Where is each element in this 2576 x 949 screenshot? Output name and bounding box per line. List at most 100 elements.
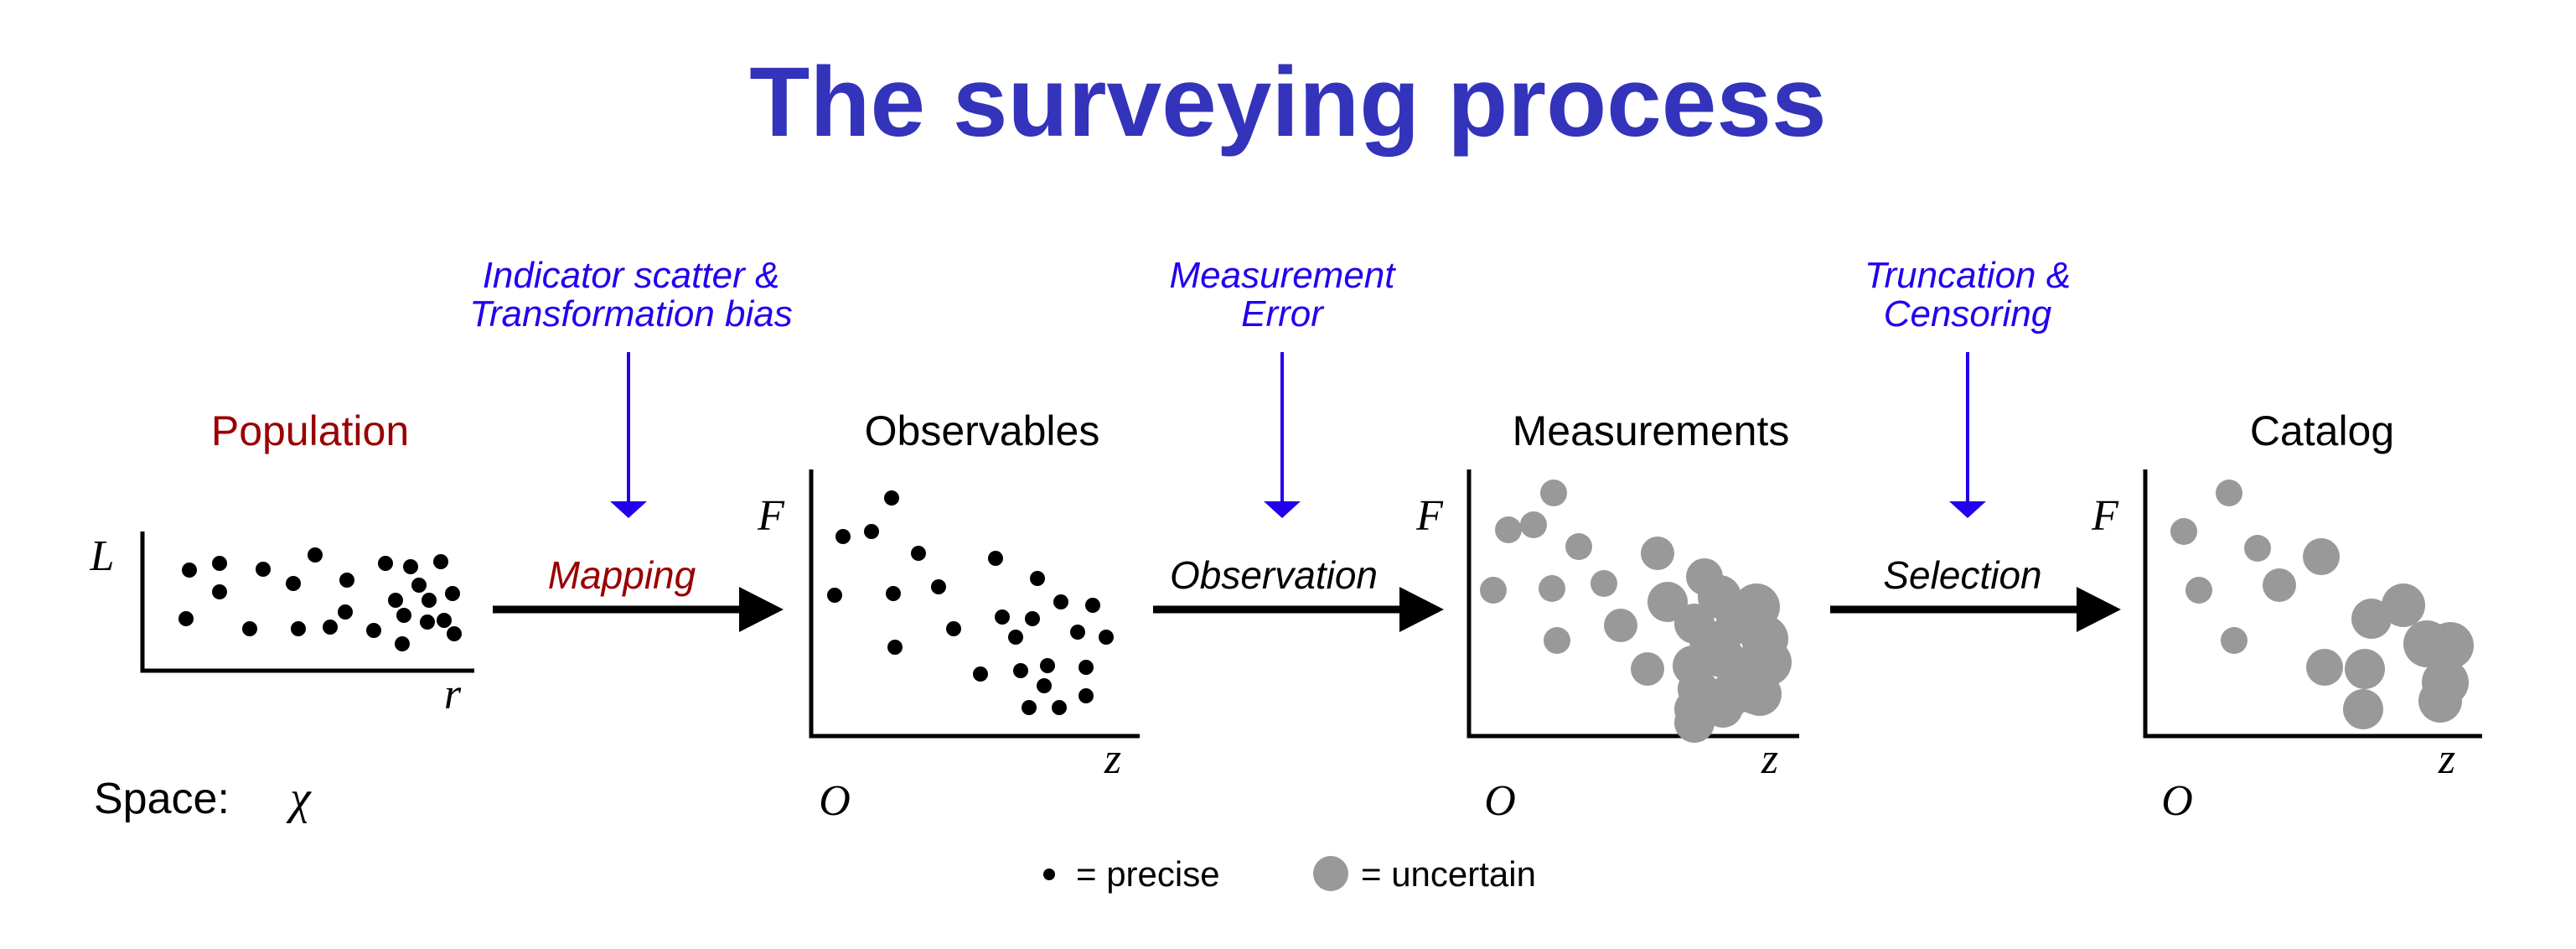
scatter-point bbox=[420, 615, 435, 630]
scatter-point bbox=[835, 529, 851, 544]
scatter-point bbox=[1099, 630, 1114, 645]
axis-label-r: r bbox=[444, 671, 462, 718]
axis-label-F: F bbox=[1415, 492, 1444, 540]
process-label-selection: Selection bbox=[1883, 553, 2041, 597]
scatter-point bbox=[422, 593, 437, 608]
scatter-point bbox=[1674, 703, 1715, 743]
catalog-axes bbox=[2143, 469, 2482, 739]
scatter-point bbox=[1070, 625, 1085, 640]
scatter-point bbox=[887, 640, 903, 655]
arrow-down-icon-head bbox=[1264, 501, 1301, 518]
annotation-truncation-censoring: Truncation & Censoring bbox=[1865, 255, 2071, 334]
panel-title-measurements: Measurements bbox=[1513, 407, 1790, 454]
axis-label-O: O bbox=[819, 777, 851, 825]
catalog-panel: F z O bbox=[2091, 469, 2482, 825]
scatter-point bbox=[1604, 609, 1637, 642]
scatter-point bbox=[1495, 516, 1522, 543]
scatter-point bbox=[291, 621, 306, 636]
scatter-point bbox=[212, 556, 227, 571]
scatter-point bbox=[1520, 511, 1547, 538]
scatter-point bbox=[2345, 649, 2385, 689]
scatter-point bbox=[433, 554, 448, 569]
scatter-point bbox=[1540, 480, 1567, 506]
selection-step: Selection bbox=[1830, 553, 2121, 632]
scatter-point bbox=[973, 666, 988, 682]
scatter-point bbox=[256, 562, 271, 577]
axis-label-z: z bbox=[1761, 735, 1778, 783]
observation-step: Observation bbox=[1153, 553, 1444, 632]
scatter-point bbox=[946, 621, 961, 636]
scatter-point bbox=[242, 621, 257, 636]
scatter-point bbox=[1079, 688, 1094, 703]
scatter-point bbox=[1648, 582, 1688, 622]
scatter-point bbox=[366, 623, 381, 638]
scatter-point bbox=[437, 613, 452, 628]
legend-precise-label: = precise bbox=[1076, 854, 1220, 894]
annotation-measurement-error: Measurement Error bbox=[1169, 255, 1396, 334]
scatter-point bbox=[1085, 598, 1100, 613]
measurements-panel: F z O bbox=[1415, 469, 1799, 825]
scatter-point bbox=[2343, 689, 2383, 729]
population-axes bbox=[140, 532, 474, 673]
scatter-point bbox=[323, 620, 338, 635]
scatter-point bbox=[995, 609, 1010, 625]
scatter-point bbox=[864, 524, 879, 539]
space-label: Space: χ bbox=[94, 772, 312, 824]
arrow-right-icon-head bbox=[739, 587, 784, 632]
space-symbol: χ bbox=[286, 772, 312, 824]
page-title: The surveying process bbox=[749, 47, 1826, 158]
scatter-point bbox=[827, 588, 842, 603]
arrow-down-icon-head bbox=[610, 501, 647, 518]
scatter-point bbox=[2221, 627, 2248, 654]
scatter-point bbox=[2427, 622, 2474, 669]
axis-label-F: F bbox=[2091, 492, 2119, 540]
scatter-point bbox=[988, 551, 1003, 566]
scatter-point bbox=[884, 490, 899, 506]
scatter-point bbox=[447, 626, 462, 641]
observables-axes bbox=[809, 469, 1140, 739]
scatter-point bbox=[931, 579, 946, 594]
scatter-point bbox=[411, 578, 427, 593]
scatter-point bbox=[378, 556, 393, 571]
scatter-point bbox=[1053, 594, 1068, 609]
scatter-point bbox=[403, 559, 418, 574]
measurements-points bbox=[1480, 480, 1792, 743]
axis-label-O: O bbox=[1484, 777, 1516, 825]
scatter-point bbox=[1040, 658, 1055, 673]
scatter-point bbox=[1013, 663, 1028, 678]
population-points bbox=[178, 547, 462, 651]
catalog-points bbox=[2170, 480, 2474, 729]
scatter-point bbox=[2306, 649, 2343, 686]
scatter-point bbox=[182, 563, 197, 578]
arrow-right-icon-head bbox=[2077, 587, 2121, 632]
small-dot-icon bbox=[1043, 869, 1055, 880]
panel-title-population: Population bbox=[211, 407, 409, 454]
legend: = precise = uncertain bbox=[1043, 854, 1536, 894]
scatter-point bbox=[2185, 577, 2212, 604]
axis-label-z: z bbox=[2438, 735, 2455, 783]
arrow-down-icon-head bbox=[1949, 501, 1986, 518]
scatter-point bbox=[1037, 678, 1052, 693]
process-label-mapping: Mapping bbox=[548, 553, 696, 597]
axis-label-L: L bbox=[90, 532, 115, 580]
scatter-point bbox=[1008, 630, 1023, 645]
arrow-right-icon-head bbox=[1399, 587, 1444, 632]
scatter-point bbox=[2263, 568, 2296, 602]
legend-uncertain-label: = uncertain bbox=[1361, 854, 1536, 894]
scatter-point bbox=[2382, 583, 2425, 627]
scatter-point bbox=[2351, 599, 2392, 639]
scatter-point bbox=[445, 586, 460, 601]
scatter-point bbox=[1030, 571, 1045, 586]
scatter-point bbox=[1565, 533, 1592, 560]
observables-panel: F z O bbox=[757, 469, 1140, 825]
scatter-point bbox=[1025, 611, 1040, 626]
scatter-point bbox=[1022, 700, 1037, 715]
scatter-point bbox=[1052, 700, 1067, 715]
scatter-point bbox=[886, 586, 901, 601]
scatter-point bbox=[1631, 652, 1664, 686]
axis-label-F: F bbox=[757, 492, 785, 540]
axis-label-O: O bbox=[2161, 777, 2193, 825]
scatter-point bbox=[388, 593, 403, 608]
scatter-point bbox=[1738, 672, 1782, 716]
